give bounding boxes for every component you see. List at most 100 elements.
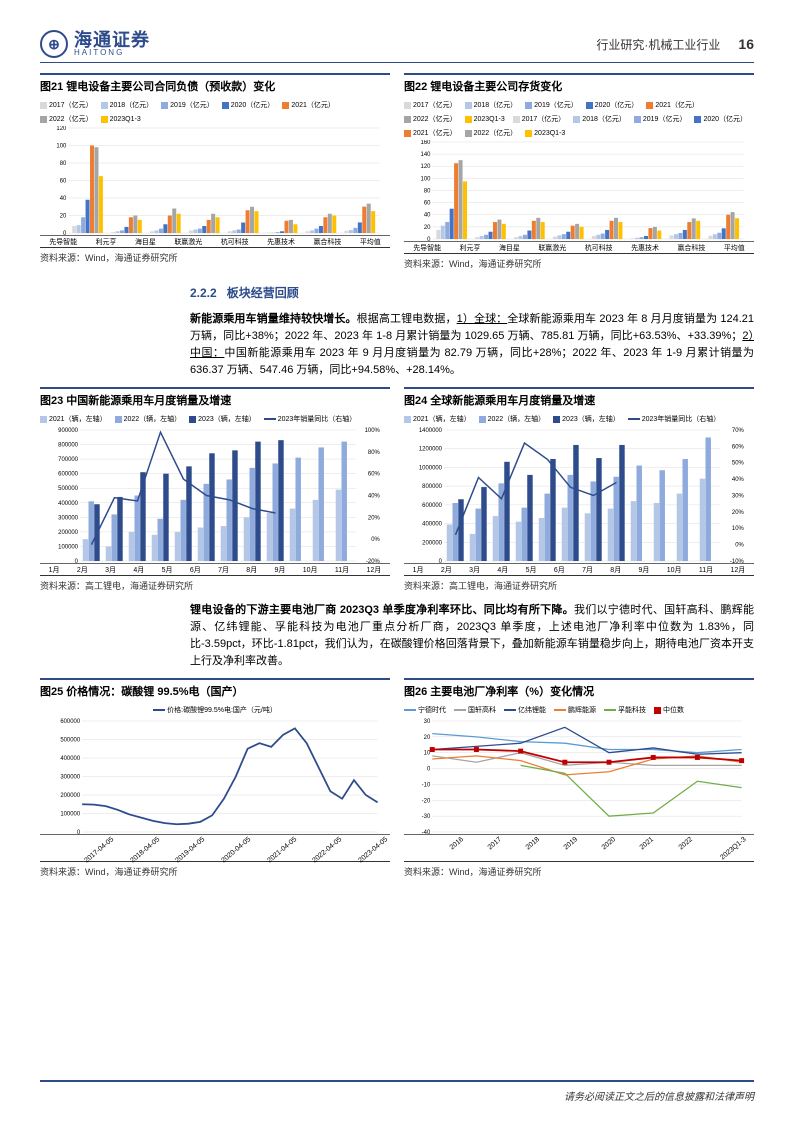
page-header: ⊕ 海通证券 HAITONG 行业研究·机械工业行业 16 (40, 30, 754, 63)
svg-text:60: 60 (424, 201, 431, 207)
footer: 请务必阅读正文之后的信息披露和法律声明 (40, 1080, 754, 1103)
page-number: 16 (738, 36, 754, 52)
fig24: 图24 全球新能源乘用车月度销量及增速 2021（辆，左轴）2022（辆，左轴）… (404, 387, 754, 592)
fig23: 图23 中国新能源乘用车月度销量及增速 2021（辆，左轴）2022（辆，左轴）… (40, 387, 390, 592)
fig26-xlabels: 20162017201820192020202120222023Q1-3 (404, 835, 754, 861)
fig22-source: 资料来源：Wind，海通证券研究所 (404, 253, 754, 270)
fig23-legend: 2021（辆，左轴）2022（辆，左轴）2023（辆，左轴）2023年销量同比（… (40, 412, 390, 426)
svg-text:200000: 200000 (422, 540, 443, 546)
svg-text:60%: 60% (732, 445, 745, 451)
svg-text:80: 80 (424, 188, 431, 194)
svg-text:1000000: 1000000 (419, 466, 443, 472)
header-category: 行业研究·机械工业行业 (596, 36, 720, 53)
svg-text:400000: 400000 (422, 522, 443, 528)
svg-text:-40: -40 (422, 830, 431, 834)
svg-text:40%: 40% (732, 477, 745, 483)
svg-text:100000: 100000 (60, 812, 81, 818)
fig26: 图26 主要电池厂净利率（%）变化情况 宁德时代国轩高科亿纬锂能鹏辉能源孚能科技… (404, 678, 754, 878)
svg-text:20%: 20% (368, 516, 381, 522)
fig24-xlabels: 1月2月3月4月5月6月7月8月9月10月11月12月 (404, 564, 754, 575)
svg-text:500000: 500000 (58, 486, 79, 492)
svg-text:700000: 700000 (58, 457, 79, 463)
fig26-legend: 宁德时代国轩高科亿纬锂能鹏辉能源孚能科技中位数 (404, 703, 754, 717)
logo-text-en: HAITONG (74, 49, 150, 57)
fig22: 图22 锂电设备主要公司存货变化 2017（亿元）2018（亿元）2019（亿元… (404, 73, 754, 270)
fig25-xlabels: 2017-04-052018-04-052019-04-052020-04-05… (40, 835, 390, 861)
svg-text:800000: 800000 (58, 443, 79, 449)
fig21-xlabels: 先导智能利元亨海目星联赢激光杭可科技先惠技术赢合科技平均值 (40, 236, 390, 247)
svg-text:30: 30 (424, 719, 431, 725)
svg-text:100%: 100% (365, 428, 381, 434)
svg-text:10%: 10% (732, 526, 745, 532)
svg-text:140: 140 (421, 152, 432, 158)
svg-text:-10: -10 (422, 783, 431, 789)
svg-text:40: 40 (60, 196, 67, 202)
paragraph-2: 锂电设备的下游主要电池厂商 2023Q3 单季度净利率环比、同比均有所下降。我们… (190, 602, 754, 670)
paragraph-1: 新能源乘用车销量维持较快增长。根据高工锂电数据，1）全球：全球新能源乘用车 20… (190, 311, 754, 379)
fig25-title: 图25 价格情况：碳酸锂 99.5%电（国产） (40, 680, 390, 703)
svg-text:0: 0 (439, 559, 443, 563)
svg-text:600000: 600000 (422, 503, 443, 509)
svg-text:0: 0 (77, 830, 81, 834)
svg-text:200000: 200000 (58, 530, 79, 536)
svg-text:600000: 600000 (60, 719, 81, 725)
svg-text:600000: 600000 (58, 472, 79, 478)
svg-text:100000: 100000 (58, 545, 79, 551)
svg-text:160: 160 (421, 140, 432, 146)
svg-text:300000: 300000 (58, 516, 79, 522)
svg-text:20%: 20% (732, 510, 745, 516)
svg-text:0: 0 (75, 559, 79, 563)
fig22-legend: 2017（亿元）2018（亿元）2019（亿元）2020（亿元）2021（亿元）… (404, 98, 754, 140)
fig23-title: 图23 中国新能源乘用车月度销量及增速 (40, 389, 390, 412)
logo: ⊕ 海通证券 HAITONG (40, 30, 150, 58)
svg-text:60: 60 (60, 178, 67, 184)
fig24-legend: 2021（辆，左轴）2022（辆，左轴）2023（辆，左轴）2023年销量同比（… (404, 412, 754, 426)
svg-text:20: 20 (424, 735, 431, 741)
svg-text:400000: 400000 (60, 756, 81, 762)
fig23-xlabels: 1月2月3月4月5月6月7月8月9月10月11月12月 (40, 564, 390, 575)
fig21-title: 图21 锂电设备主要公司合同负债（预收款）变化 (40, 75, 390, 98)
svg-text:1400000: 1400000 (419, 428, 443, 434)
svg-text:100: 100 (421, 176, 432, 182)
svg-text:-20: -20 (422, 799, 431, 805)
svg-text:50%: 50% (732, 461, 745, 467)
svg-text:-30: -30 (422, 815, 431, 821)
fig21-legend: 2017（亿元）2018（亿元）2019（亿元）2020（亿元）2021（亿元）… (40, 98, 390, 126)
svg-text:1200000: 1200000 (419, 447, 443, 453)
svg-text:0: 0 (63, 231, 67, 235)
svg-text:300000: 300000 (60, 775, 81, 781)
section-2-2-2: 2.2.2 板块经营回顾 (190, 284, 754, 301)
svg-text:120: 120 (56, 126, 67, 132)
svg-text:80: 80 (60, 161, 67, 167)
fig25-legend: 价格:碳酸锂99.5%电:国产（元/吨） (40, 703, 390, 717)
svg-text:0: 0 (427, 767, 431, 773)
fig23-source: 资料来源：高工锂电，海通证券研究所 (40, 575, 390, 592)
svg-text:40%: 40% (368, 494, 381, 500)
fig24-source: 资料来源：高工锂电，海通证券研究所 (404, 575, 754, 592)
svg-text:500000: 500000 (60, 738, 81, 744)
svg-text:80%: 80% (368, 450, 381, 456)
logo-text-cn: 海通证券 (74, 31, 150, 49)
fig24-title: 图24 全球新能源乘用车月度销量及增速 (404, 389, 754, 412)
svg-text:30%: 30% (732, 494, 745, 500)
svg-text:0: 0 (427, 237, 431, 241)
svg-text:20: 20 (60, 213, 67, 219)
svg-text:100: 100 (56, 143, 67, 149)
fig22-title: 图22 锂电设备主要公司存货变化 (404, 75, 754, 98)
svg-text:400000: 400000 (58, 501, 79, 507)
svg-text:40: 40 (424, 213, 431, 219)
svg-text:200000: 200000 (60, 793, 81, 799)
svg-text:0%: 0% (371, 537, 380, 543)
svg-text:60%: 60% (368, 472, 381, 478)
fig25: 图25 价格情况：碳酸锂 99.5%电（国产） 价格:碳酸锂99.5%电:国产（… (40, 678, 390, 878)
fig21: 图21 锂电设备主要公司合同负债（预收款）变化 2017（亿元）2018（亿元）… (40, 73, 390, 270)
svg-text:70%: 70% (732, 428, 745, 434)
svg-text:-10%: -10% (730, 559, 745, 563)
svg-text:120: 120 (421, 164, 432, 170)
svg-text:-20%: -20% (366, 559, 381, 563)
logo-icon: ⊕ (40, 30, 68, 58)
fig26-title: 图26 主要电池厂净利率（%）变化情况 (404, 680, 754, 703)
svg-text:0%: 0% (735, 543, 744, 549)
svg-text:900000: 900000 (58, 428, 79, 434)
svg-text:20: 20 (424, 225, 431, 231)
